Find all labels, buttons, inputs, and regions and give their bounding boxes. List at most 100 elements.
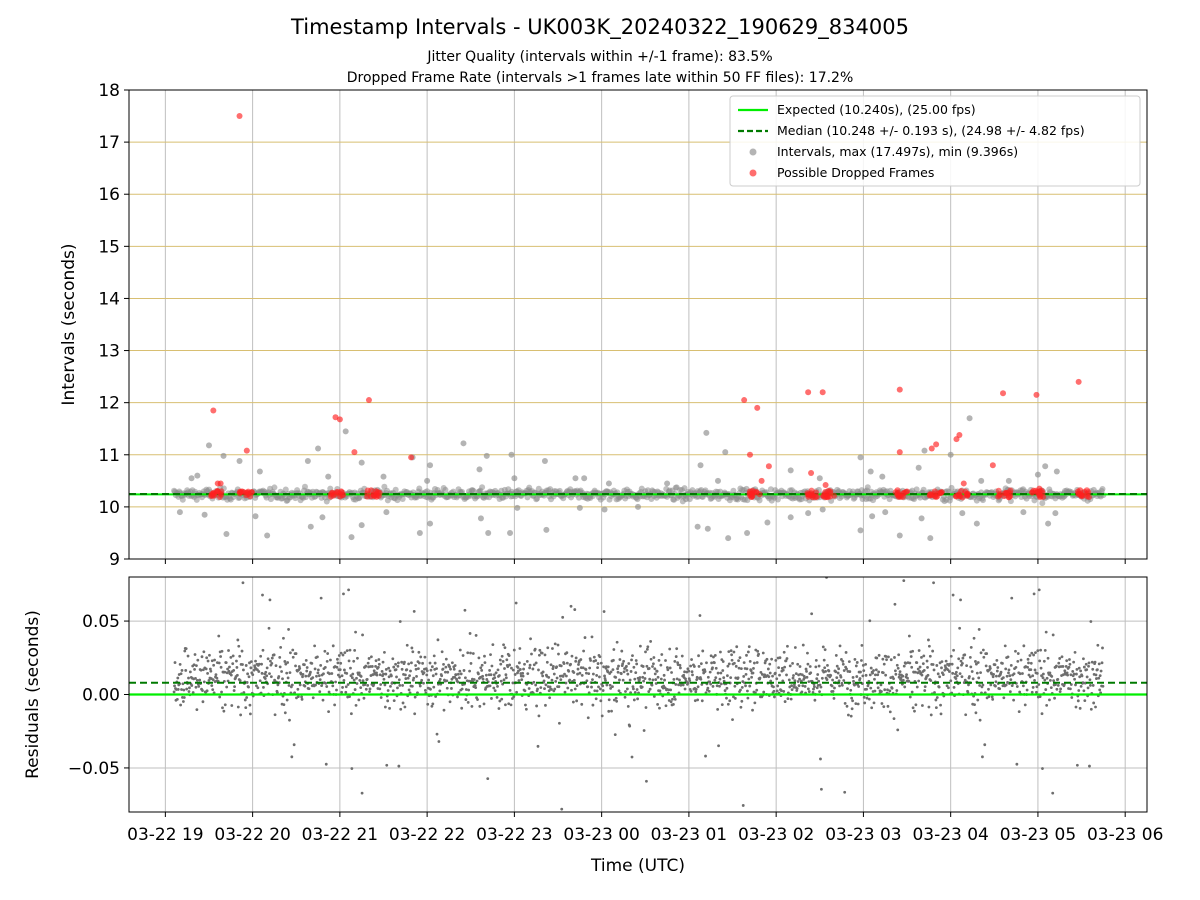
residual-point bbox=[256, 686, 260, 690]
residual-point bbox=[257, 662, 261, 666]
interval-point bbox=[896, 532, 903, 539]
residual-point bbox=[691, 673, 694, 677]
residual-point bbox=[876, 686, 880, 690]
residual-point bbox=[364, 664, 368, 668]
residual-point bbox=[264, 670, 268, 674]
interval-point bbox=[664, 480, 671, 487]
residual-point bbox=[929, 679, 933, 682]
residual-point bbox=[555, 665, 559, 669]
residual-point bbox=[653, 667, 657, 671]
residual-point bbox=[1080, 674, 1084, 678]
residual-point bbox=[1041, 767, 1044, 770]
x-tick-label: 03-22 19 bbox=[127, 825, 203, 845]
interval-point bbox=[1052, 510, 1059, 517]
residual-point bbox=[620, 649, 624, 653]
residual-point bbox=[740, 686, 744, 689]
residual-point bbox=[713, 653, 717, 657]
residual-point bbox=[974, 660, 977, 663]
residual-point bbox=[598, 687, 602, 691]
residual-point bbox=[959, 598, 962, 602]
residual-point bbox=[979, 671, 982, 675]
residual-point bbox=[814, 658, 818, 662]
dropped-frame-point bbox=[754, 404, 761, 411]
residual-point bbox=[401, 701, 405, 705]
residual-point bbox=[311, 676, 315, 680]
residual-point bbox=[533, 647, 537, 651]
residual-point bbox=[565, 651, 569, 655]
residual-point bbox=[714, 676, 718, 680]
residual-point bbox=[291, 655, 295, 659]
residual-point bbox=[210, 659, 214, 663]
residual-point bbox=[1068, 658, 1071, 661]
residual-point bbox=[644, 650, 647, 654]
residual-point bbox=[913, 709, 916, 713]
residual-point bbox=[408, 674, 411, 678]
residual-point bbox=[757, 652, 760, 656]
residual-point bbox=[514, 601, 518, 605]
residual-point bbox=[504, 703, 507, 707]
residual-point bbox=[1075, 672, 1078, 676]
residual-point bbox=[493, 676, 497, 679]
residual-point bbox=[612, 698, 616, 702]
residual-point bbox=[547, 675, 551, 679]
interval-point bbox=[756, 497, 763, 504]
legend-label: Possible Dropped Frames bbox=[777, 165, 934, 180]
residual-point bbox=[877, 670, 881, 674]
residual-point bbox=[552, 672, 556, 676]
residual-point bbox=[214, 673, 218, 677]
residual-point bbox=[1088, 678, 1092, 682]
residual-point bbox=[621, 678, 625, 682]
residual-point bbox=[435, 667, 438, 670]
residual-point bbox=[1086, 686, 1090, 690]
residual-point bbox=[1048, 678, 1052, 682]
dropped-frame-point bbox=[373, 488, 380, 495]
residual-point bbox=[735, 645, 739, 649]
residual-point bbox=[1064, 664, 1068, 668]
residual-point bbox=[270, 661, 274, 665]
residual-point bbox=[449, 667, 452, 671]
residual-point bbox=[294, 652, 298, 655]
residual-point bbox=[324, 681, 328, 685]
residual-point bbox=[550, 688, 553, 691]
residual-point bbox=[920, 655, 923, 659]
residual-point bbox=[734, 664, 738, 668]
residual-point bbox=[1085, 668, 1089, 671]
residual-point bbox=[888, 689, 892, 693]
residual-point bbox=[827, 669, 831, 673]
residual-point bbox=[929, 713, 933, 717]
residual-point bbox=[949, 654, 953, 658]
residual-point bbox=[843, 702, 847, 705]
residual-point bbox=[666, 668, 670, 672]
interval-point bbox=[1020, 509, 1027, 516]
residual-point bbox=[1048, 698, 1051, 702]
interval-point bbox=[252, 513, 259, 520]
residual-point bbox=[229, 673, 233, 677]
residual-point bbox=[1046, 656, 1050, 660]
residual-point bbox=[618, 678, 621, 682]
residual-point bbox=[746, 689, 749, 693]
residual-point bbox=[644, 706, 648, 709]
interval-point bbox=[581, 475, 588, 482]
residual-point bbox=[858, 677, 862, 680]
residual-point bbox=[847, 713, 850, 717]
residual-point bbox=[729, 676, 733, 680]
interval-point bbox=[416, 529, 423, 536]
residual-point bbox=[678, 678, 681, 682]
dropped-frame-point bbox=[819, 389, 826, 396]
residual-point bbox=[718, 684, 721, 688]
residual-point bbox=[1009, 663, 1013, 667]
residual-point bbox=[1027, 673, 1031, 677]
residual-point bbox=[969, 645, 973, 649]
residual-point bbox=[342, 592, 345, 596]
residual-point bbox=[803, 684, 807, 688]
residual-point bbox=[366, 683, 370, 687]
residual-point bbox=[418, 684, 422, 688]
residual-point bbox=[642, 729, 646, 732]
residual-point bbox=[217, 634, 221, 638]
y-tick-label: 11 bbox=[98, 446, 120, 466]
residual-point bbox=[688, 679, 692, 682]
residual-point bbox=[758, 676, 762, 680]
residual-point bbox=[535, 704, 539, 708]
residual-point bbox=[386, 689, 390, 692]
